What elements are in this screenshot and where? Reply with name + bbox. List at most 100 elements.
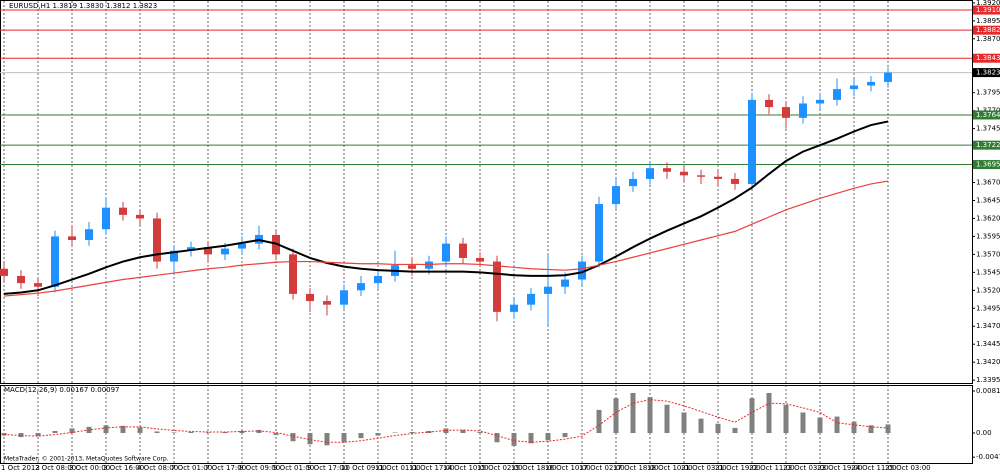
macd-bar [698, 418, 704, 434]
candle-body [221, 248, 229, 255]
x-tick-label: 4 Oct 08:00 [137, 464, 178, 472]
macd-bar [528, 433, 534, 444]
main-panel [0, 0, 973, 384]
y-tick-label: 0.00818 [976, 387, 1000, 395]
x-tick-label: 23 Oct 19:00 [817, 464, 863, 472]
current-price-label: 1.3823 [976, 69, 1000, 77]
macd-bar [749, 398, 755, 434]
macd-bar [732, 427, 738, 434]
y-tick-label: 1.3495 [976, 304, 1000, 312]
x-tick-label: 2 Oct 08:00 [35, 464, 76, 472]
macd-bar [239, 430, 245, 434]
macd-bar [154, 431, 160, 434]
x-tick-label: 17 Oct 02:00 [579, 464, 625, 472]
x-tick-label: 11 Oct 17:00 [409, 464, 455, 472]
x-tick-label: 3 Oct 16:00 [103, 464, 144, 472]
macd-bar [715, 423, 721, 434]
x-tick-label: 8 Oct 09:00 [239, 464, 280, 472]
macd-bar [52, 430, 58, 434]
candle-body [816, 99, 824, 104]
macd-bar [120, 425, 126, 434]
current-price-bg [973, 68, 1000, 78]
macd-bar [205, 432, 211, 434]
level-label-bg [973, 160, 1000, 170]
x-tick-label: 3 Oct 00:00 [69, 464, 110, 472]
x-tick-label: 17 Oct 18:00 [613, 464, 659, 472]
level-label-bg [973, 110, 1000, 120]
macd-bar [613, 398, 619, 434]
candle-body [629, 178, 637, 187]
candle-body [510, 304, 518, 312]
level-label: 1.3722 [976, 141, 1000, 149]
macd-bar [800, 412, 806, 434]
level-label: 1.3695 [976, 161, 1000, 169]
y-tick-label: 1.3645 [976, 196, 1000, 204]
y-tick-label: 1.3545 [976, 268, 1000, 276]
y-tick-label: 1.3470 [976, 322, 1000, 330]
level-label: 1.3910 [976, 6, 1000, 14]
macd-bar [664, 404, 670, 434]
candle-body [425, 261, 433, 269]
y-tick-label: 0.00 [976, 429, 992, 437]
y-tick-label: 1.3870 [976, 35, 1000, 43]
macd-bar [35, 433, 41, 437]
candle-body [306, 293, 314, 302]
macd-bar [562, 433, 568, 438]
candle-body [68, 236, 76, 241]
candle-body [187, 247, 195, 251]
macd-bar [494, 433, 500, 443]
candle-body [238, 243, 246, 249]
macd-bar [137, 427, 143, 434]
y-tick-label: 1.3745 [976, 125, 1000, 133]
macd-bar [103, 425, 109, 434]
x-tick-label: 25 Oct 03:00 [885, 464, 931, 472]
x-tick-label: 9 Oct 01:00 [273, 464, 314, 472]
macd-bar [273, 433, 279, 436]
macd-bar [222, 431, 228, 434]
macd-bar [460, 429, 466, 434]
macd-bar [18, 433, 24, 438]
candle-body [612, 186, 620, 205]
candle-body [646, 168, 654, 179]
y-tick-label: 1.3595 [976, 232, 1000, 240]
macd-bar [409, 431, 415, 434]
x-tick-label: 22 Oct 11:00 [749, 464, 795, 472]
macd-panel [0, 385, 973, 464]
candle-body [544, 286, 552, 294]
candle-body [680, 171, 688, 176]
candle-body [136, 214, 144, 219]
macd-bar [834, 416, 840, 434]
x-tick-label: 15 Oct 02:00 [477, 464, 523, 472]
candle-body [850, 85, 858, 90]
candle-body [85, 229, 93, 241]
x-tick-label: 21 Oct 03:00 [681, 464, 727, 472]
candle-body [714, 176, 722, 179]
candle-body [34, 283, 42, 287]
macd-bar [681, 412, 687, 434]
candle-body [663, 168, 671, 172]
candle-body [357, 283, 365, 291]
candle-body [578, 261, 586, 280]
macd-bar [69, 428, 75, 434]
y-tick-label: 1.3920 [976, 0, 1000, 7]
x-tick-label: 1 Oct 2013 [1, 464, 40, 472]
candle-body [748, 99, 756, 184]
x-tick-label: 10 Oct 09:00 [341, 464, 387, 472]
level-label: 1.3882 [976, 26, 1000, 34]
candle-body [289, 254, 297, 294]
x-tick-label: 18 Oct 10:00 [647, 464, 693, 472]
macd-bar [188, 431, 194, 434]
x-tick-label: 23 Oct 03:00 [783, 464, 829, 472]
x-tick-label: 21 Oct 19:00 [715, 464, 761, 472]
x-tick-label: 16 Oct 10:00 [545, 464, 591, 472]
candle-body [170, 250, 178, 262]
candle-body [527, 293, 535, 305]
candle-body [51, 236, 59, 287]
macd-bar [817, 417, 823, 434]
candle-body [442, 243, 450, 262]
level-label-bg [973, 5, 1000, 15]
candle-body [833, 89, 841, 100]
macd-bar [341, 433, 347, 442]
y-tick-label: 1.3395 [976, 376, 1000, 384]
